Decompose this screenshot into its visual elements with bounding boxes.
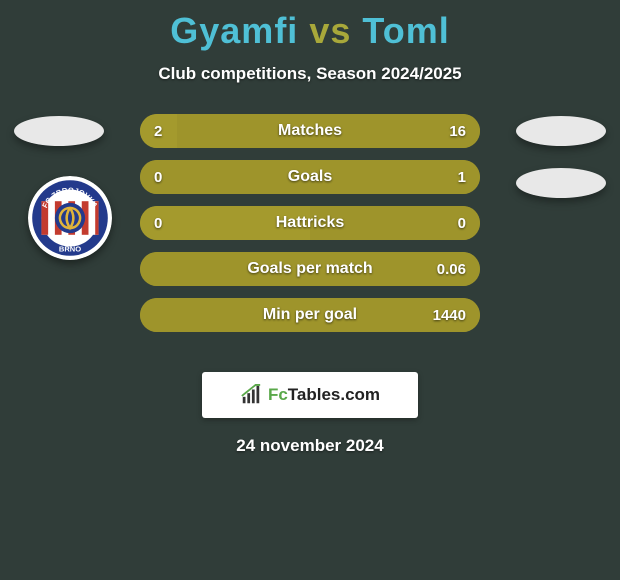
brand-fc: Fc [268,385,288,404]
brand-text: FcTables.com [268,385,380,405]
stat-row-min-per-goal: Min per goal1440 [140,298,480,332]
title-left: Gyamfi [170,10,298,51]
bar-value-left [140,252,168,286]
stat-row-goals-per-match: Goals per match0.06 [140,252,480,286]
stat-bars: Matches216Goals01Hattricks00Goals per ma… [140,114,480,344]
bar-value-left: 0 [140,160,176,194]
bar-value-right: 1440 [419,298,480,332]
page-title: Gyamfi vs Toml [0,0,620,52]
brand-suffix: .com [340,385,380,404]
svg-text:BRNO: BRNO [59,245,81,254]
club-badge: FC ZBROJOVKA BRNO [28,176,112,260]
player-right-avatar-1 [516,116,606,146]
chart-icon [240,384,262,406]
player-right-avatar-2 [516,168,606,198]
club-badge-svg: FC ZBROJOVKA BRNO [28,176,112,260]
stat-row-matches: Matches216 [140,114,480,148]
stat-row-goals: Goals01 [140,160,480,194]
bar-value-left: 0 [140,206,176,240]
comparison-stage: FC ZBROJOVKA BRNO Matches216Goals01Hattr… [0,114,620,354]
stat-row-hattricks: Hattricks00 [140,206,480,240]
bar-value-right: 0.06 [423,252,480,286]
bar-value-right: 1 [444,160,480,194]
bar-value-right: 0 [444,206,480,240]
player-left-avatar [14,116,104,146]
title-right: Toml [362,10,449,51]
brand-tables: Tables [288,385,341,404]
bar-value-left [140,298,168,332]
branding-badge: FcTables.com [202,372,418,418]
date-label: 24 november 2024 [0,436,620,456]
bar-right [140,160,480,194]
subtitle: Club competitions, Season 2024/2025 [0,64,620,84]
title-vs: vs [309,10,351,51]
bar-value-right: 16 [435,114,480,148]
bar-value-left: 2 [140,114,176,148]
